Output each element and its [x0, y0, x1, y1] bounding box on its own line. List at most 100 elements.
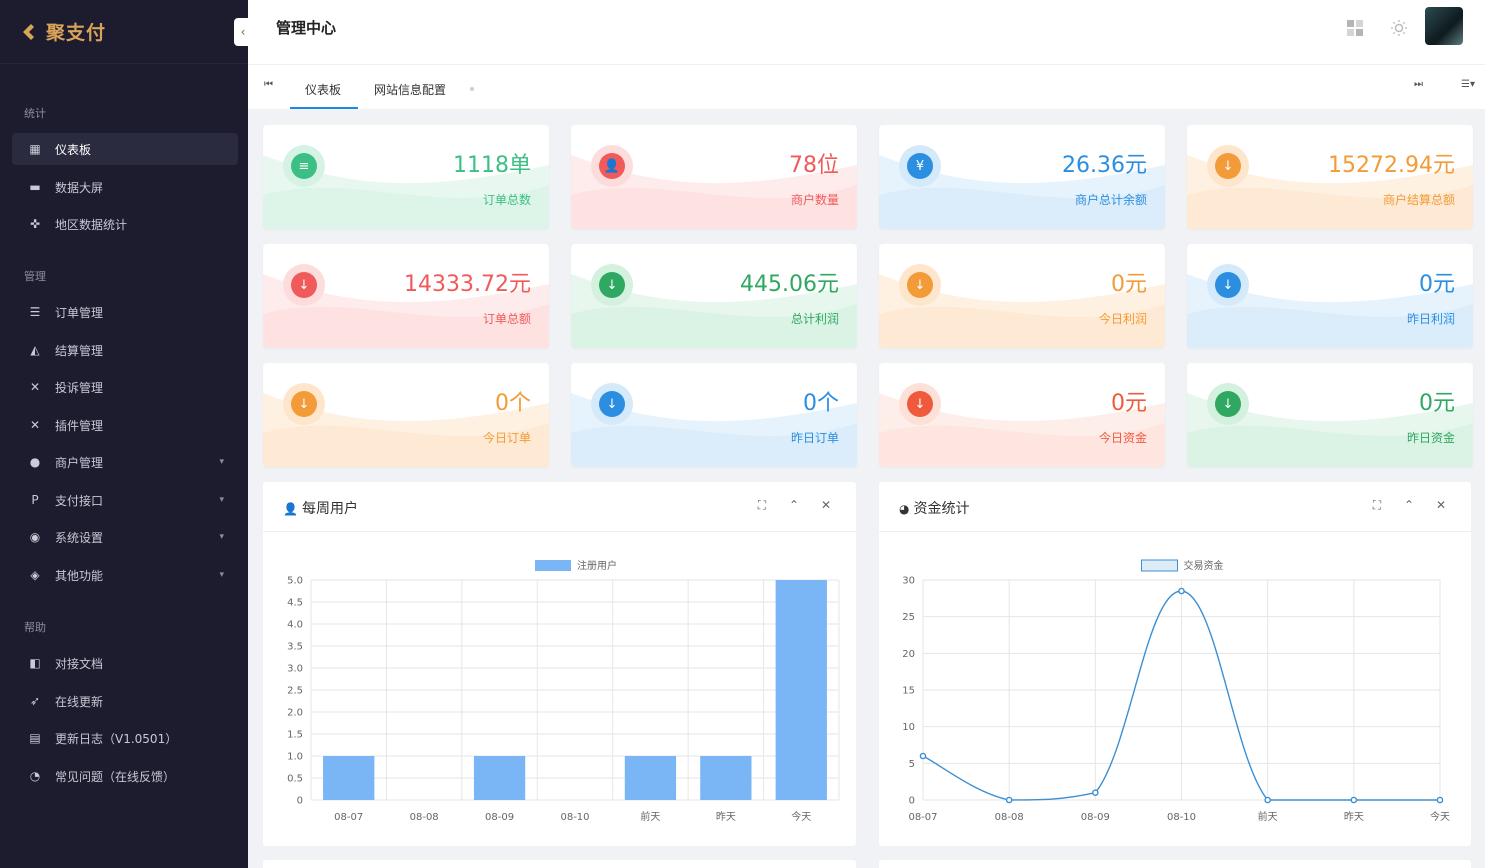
dashboard-icon: ▦ [29, 142, 41, 156]
sidebar-item-orders[interactable]: ☰ 订单管理 [12, 296, 238, 328]
sidebar-item-dashboard[interactable]: ▦ 仪表板 [12, 133, 238, 165]
sidebar: 聚支付 统计 ▦ 仪表板 ▬ 数据大屏 ✜ 地区数据统计 管理 ☰ 订单管理 ◭… [0, 0, 248, 868]
stat-card: ↓ 445.06元总计利润 [571, 244, 857, 348]
stat-icon: ↓ [591, 264, 633, 306]
stat-value: 0个 [803, 391, 839, 416]
stat-card: ↓ 0元 今日利润 [879, 244, 1165, 348]
avatar[interactable] [1425, 7, 1463, 45]
funds-panel: ◕ 资金统计 ⛶ ⌃ ✕ 交易资金 0 5 10 15 20 25 30 08-07 08-08 08… [879, 482, 1471, 846]
fullscreen-icon[interactable]: ⛶ [757, 498, 767, 512]
stat-icon: ↓ [899, 264, 941, 306]
stat-label: 商户总计余额 [1074, 193, 1147, 207]
x-tick-label: 08-07 [908, 812, 937, 823]
tab-site-config[interactable]: 网站信息配置 [374, 83, 447, 97]
stat-label: 今日资金 [1098, 431, 1147, 445]
sidebar-item-plugins[interactable]: ✕ 插件管理 [12, 409, 238, 441]
stat-label: 商户数量 [790, 193, 839, 207]
stat-value: 0元 [1419, 391, 1455, 416]
tab-menu-icon[interactable]: ☰▾ [1461, 79, 1475, 90]
user-icon: ● [29, 455, 41, 469]
brand-name: 聚支付 [46, 22, 107, 44]
pie-chart-icon: ◕ [899, 502, 910, 516]
brand-logo[interactable]: 聚支付 [0, 0, 248, 64]
chevron-down-icon: ▾ [219, 495, 224, 505]
sidebar-item-data-screen[interactable]: ▬ 数据大屏 [12, 171, 238, 203]
legend-swatch [535, 560, 571, 571]
sidebar-item-payment-interface[interactable]: P 支付接口 ▾ [12, 484, 238, 516]
panel-header: 👤 每周用户 ⛶ ⌃ ✕ [263, 482, 856, 532]
x-tick-label: 08-09 [485, 812, 514, 823]
sidebar-item-online-update[interactable]: ➶ 在线更新 [12, 685, 238, 717]
y-tick-label: 0.5 [287, 774, 303, 785]
stat-value: 15272.94元 [1328, 153, 1455, 178]
stat-glyph: 👤 [599, 153, 625, 179]
close-icon[interactable]: ✕ [1435, 498, 1447, 512]
x-tick-label: 今天 [1430, 810, 1450, 823]
panel-title-text: 每周用户 [301, 501, 358, 517]
stat-label: 订单总数 [482, 193, 531, 207]
y-tick-label: 25 [902, 612, 915, 623]
rocket-icon: ➶ [29, 694, 41, 708]
y-tick-label: 3.5 [287, 642, 303, 653]
scroll-tabs-right-icon[interactable]: ⏭ [1414, 79, 1423, 90]
layers-icon: ◈ [30, 568, 40, 582]
y-tick-label: 0 [909, 796, 915, 807]
sidebar-item-region-stats[interactable]: ✜ 地区数据统计 [12, 208, 238, 240]
sidebar-item-settlement[interactable]: ◭ 结算管理 [12, 334, 238, 366]
stat-label: 商户结算总额 [1382, 193, 1455, 207]
sidebar-item-changelog[interactable]: ▤ 更新日志（V1.0501） [12, 722, 238, 754]
stat-glyph: ↓ [599, 272, 625, 298]
region-icon: ✜ [29, 217, 41, 231]
stat-card: ↓ 0元 昨日资金 [1187, 363, 1473, 467]
x-tick-label: 今天 [791, 810, 811, 823]
sidebar-collapse-button[interactable]: ‹ [234, 18, 252, 46]
scroll-tabs-left-icon[interactable]: ⏮ [264, 79, 273, 90]
sidebar-item-label: 支付接口 [55, 493, 104, 508]
stat-glyph: ↓ [291, 391, 317, 417]
y-tick-label: 3.0 [287, 664, 303, 675]
collapse-icon[interactable]: ⌃ [788, 498, 800, 512]
stat-card: ↓ 0个 昨日订单 [571, 363, 857, 467]
theme-toggle-icon[interactable] [1387, 16, 1411, 40]
sidebar-item-faq[interactable]: ◔ 常见问题（在线反馈） [12, 760, 238, 792]
stat-value: 445.06元 [740, 272, 839, 297]
data-point [1350, 796, 1358, 804]
tab-bar: ⏮ 仪表板 网站信息配置 ⏭ ☰▾ [248, 64, 1485, 109]
stat-card: ↓ 0个 今日订单 [263, 363, 549, 467]
stat-value: 78位 [789, 153, 839, 178]
sidebar-item-label: 系统设置 [55, 530, 104, 545]
y-tick-label: 4.5 [287, 598, 303, 609]
sidebar-item-system-settings[interactable]: ◉ 系统设置 ▾ [12, 521, 238, 553]
stat-glyph: ↓ [1215, 391, 1241, 417]
stat-value: 0元 [1111, 391, 1147, 416]
sidebar-item-label: 订单管理 [55, 305, 104, 320]
fullscreen-icon[interactable]: ⛶ [1372, 498, 1382, 512]
stat-card: ↓ 15272.94元 商户结算总额 [1187, 125, 1473, 229]
sidebar-item-complaints[interactable]: ✕ 投诉管理 [12, 371, 238, 403]
sidebar-item-docs[interactable]: ◧ 对接文档 [12, 647, 238, 679]
stat-glyph: ↓ [291, 272, 317, 298]
sidebar-item-label: 更新日志（V1.0501） [55, 731, 178, 746]
tab-close-icon[interactable] [470, 87, 474, 91]
sidebar-item-other[interactable]: ◈ 其他功能 ▾ [12, 559, 238, 591]
sidebar-item-merchants[interactable]: ● 商户管理 ▾ [12, 446, 238, 478]
stat-label: 昨日订单 [790, 431, 839, 445]
chevron-down-icon: ▾ [219, 532, 224, 542]
funds-line-chart: 交易资金 0 5 10 15 20 25 30 08-07 08-08 08-09 08-10 前天 昨天… [902, 559, 1450, 823]
close-icon[interactable]: ✕ [820, 498, 832, 512]
stat-value: 0元 [1419, 272, 1455, 297]
sidebar-item-label: 仪表板 [55, 142, 92, 157]
stat-label: 总计利润 [790, 312, 839, 326]
apps-grid-icon[interactable] [1343, 16, 1367, 40]
tab-dashboard[interactable]: 仪表板 [305, 83, 342, 97]
x-tick-label: 昨天 [716, 811, 736, 823]
chart-legend: 注册用户 [535, 559, 617, 572]
stat-label: 订单总额 [482, 312, 531, 326]
settings-icon: ◉ [29, 530, 41, 544]
bar [473, 756, 526, 800]
stat-glyph: ¥ [907, 153, 933, 179]
y-tick-label: 15 [902, 686, 915, 697]
collapse-icon[interactable]: ⌃ [1403, 498, 1415, 512]
stat-glyph: ↓ [907, 391, 933, 417]
stat-glyph: ≡ [291, 153, 317, 179]
